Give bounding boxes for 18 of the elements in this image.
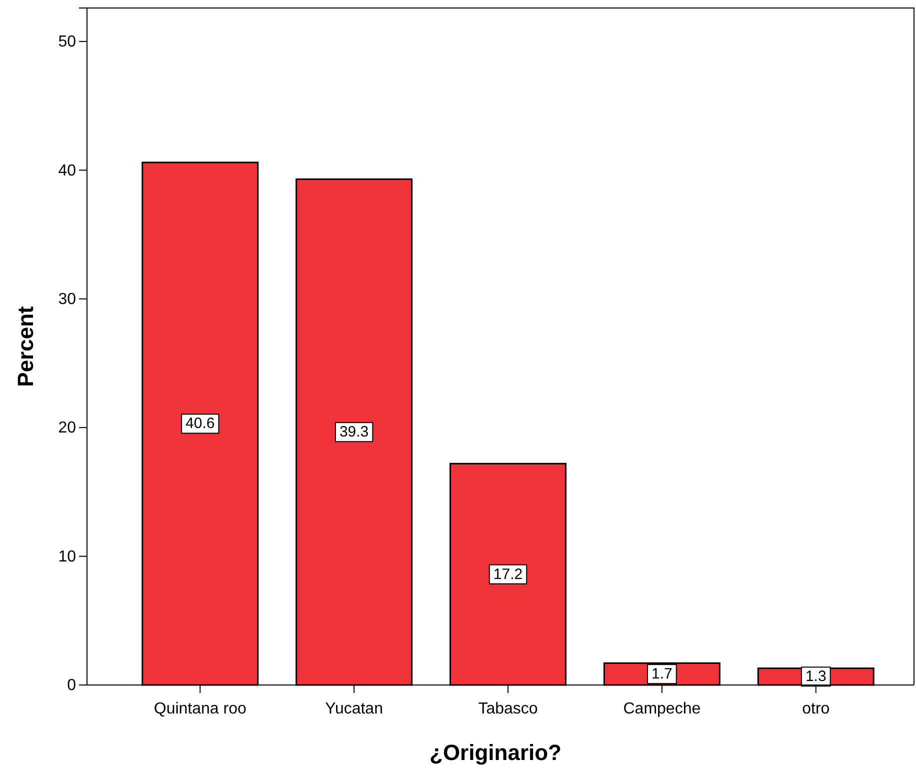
y-tick-label: 10 [58,548,76,566]
data-label: 39.3 [339,424,369,441]
x-axis-title: ¿Originario? [430,740,562,765]
x-tick-label: Campeche [623,700,701,718]
data-label: 40.6 [186,415,215,432]
y-tick-label: 50 [58,34,76,51]
y-tick-label: 40 [58,162,76,180]
x-tick-label: Tabasco [478,700,538,718]
x-tick-label: Quintana roo [154,700,246,718]
data-label: 17.2 [493,566,523,583]
y-tick-label: 30 [58,291,76,308]
data-label: 1.7 [652,666,672,683]
x-tick-label: Yucatan [325,700,383,718]
y-tick-label: 20 [58,420,76,437]
x-tick-label: otro [802,700,830,718]
y-axis-title: Percent [13,305,38,387]
data-label: 1.3 [805,668,826,686]
y-tick-label: 0 [67,677,76,694]
